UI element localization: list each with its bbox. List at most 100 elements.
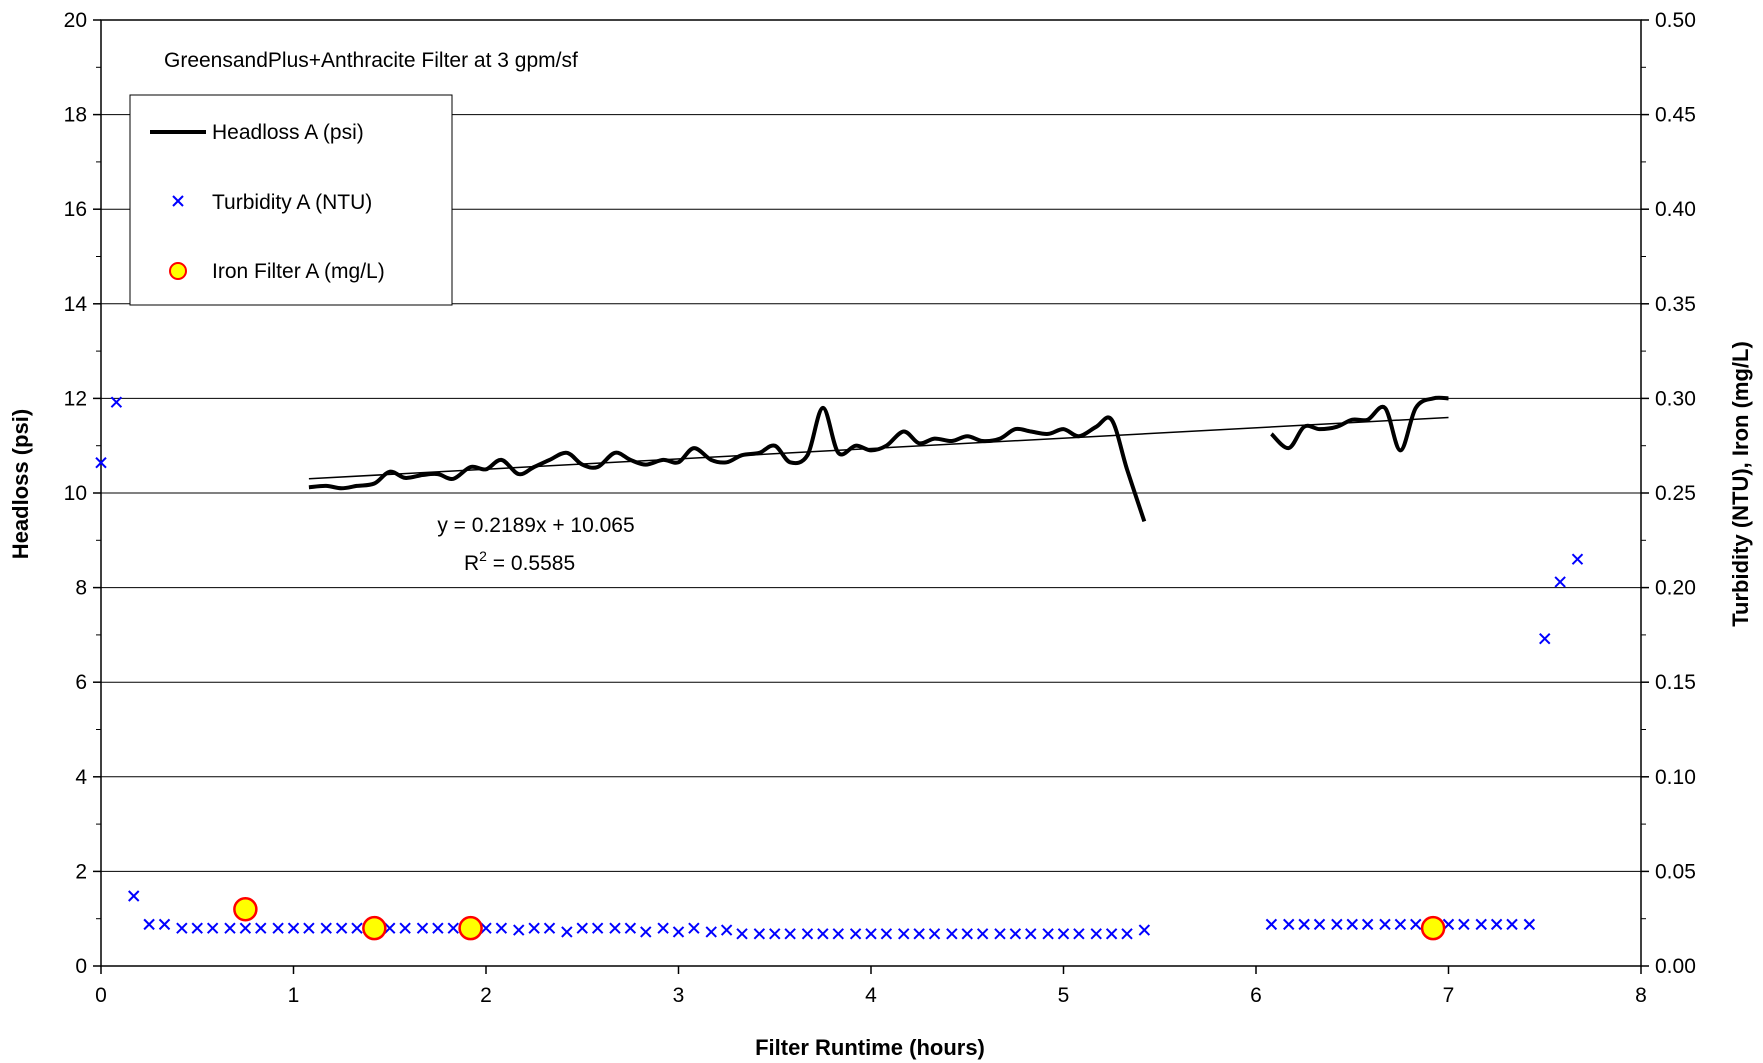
- x-tick-label: 4: [865, 984, 877, 1007]
- turbidity-point: [1539, 632, 1551, 645]
- turbidity-point: [640, 926, 652, 938]
- legend-label-turbidity: Turbidity A (NTU): [212, 191, 372, 214]
- turbidity-point: [110, 396, 123, 408]
- y-tick-label: 18: [64, 104, 87, 127]
- turbidity-point: [287, 922, 300, 934]
- turbidity-point: [1379, 918, 1391, 931]
- y-tick-label: 20: [64, 9, 87, 32]
- turbidity-point: [1009, 928, 1022, 940]
- turbidity-point: [128, 890, 140, 902]
- turbidity-point: [609, 922, 621, 934]
- x-tick-label: 6: [1250, 984, 1262, 1007]
- x-tick-label: 0: [95, 984, 107, 1007]
- turbidity-point: [432, 922, 444, 934]
- turbidity-point: [335, 922, 348, 934]
- y2-tick-label: 0.35: [1655, 293, 1696, 316]
- y-tick-label: 12: [64, 387, 87, 410]
- turbidity-point: [513, 924, 525, 936]
- axes: 024681012141618200.000.050.100.150.200.2…: [64, 9, 1696, 1007]
- turbidity-point: [624, 922, 637, 934]
- turbidity-point: [849, 928, 862, 940]
- y2-tick-label: 0.50: [1655, 9, 1696, 32]
- turbidity-point: [753, 928, 766, 940]
- turbidity-point: [1283, 918, 1295, 931]
- r2-value: = 0.5585: [487, 552, 575, 575]
- y-tick-label: 8: [75, 577, 87, 600]
- turbidity-point: [1554, 576, 1566, 588]
- y-axis-label: Headloss (psi): [8, 409, 33, 559]
- turbidity-point: [1490, 918, 1503, 931]
- turbidity-point: [1090, 928, 1102, 940]
- turbidity-point: [176, 922, 188, 934]
- turbidity-point: [784, 928, 796, 940]
- turbidity-point: [801, 928, 814, 940]
- turbidity-point: [1298, 918, 1310, 931]
- turbidity-point: [880, 928, 893, 940]
- turbidity-point: [720, 924, 733, 936]
- y2-tick-label: 0.15: [1655, 671, 1696, 694]
- turbidity-point: [688, 922, 700, 934]
- turbidity-point: [1410, 918, 1422, 931]
- y-tick-label: 6: [75, 671, 87, 694]
- y2-tick-label: 0.25: [1655, 482, 1696, 505]
- iron-point: [458, 915, 483, 941]
- legend-x-swatch: [172, 195, 184, 207]
- turbidity-point: [1057, 928, 1070, 940]
- turbidity-point: [1346, 918, 1358, 931]
- turbidity-point: [1138, 924, 1151, 936]
- turbidity-point: [976, 928, 989, 940]
- r2-superscript: 2: [479, 548, 487, 564]
- turbidity-point: [1523, 918, 1536, 931]
- turbidity-point: [1571, 553, 1584, 565]
- chart-title: GreensandPlus+Anthracite Filter at 3 gpm…: [164, 49, 578, 72]
- turbidity-point: [255, 922, 267, 934]
- turbidity-point: [1042, 928, 1054, 940]
- headloss-line: [1270, 395, 1449, 453]
- turbidity-point: [817, 928, 829, 940]
- turbidity-point: [1458, 918, 1470, 931]
- legend: Headloss A (psi) Turbidity A (NTU) Iron …: [129, 94, 453, 306]
- x-tick-label: 8: [1635, 984, 1647, 1007]
- turbidity-point: [272, 922, 284, 934]
- turbidity-point: [672, 926, 685, 938]
- turbidity-point: [399, 922, 411, 934]
- turbidity-point: [1331, 918, 1343, 931]
- turbidity-point: [1025, 928, 1037, 940]
- y2-tick-label: 0.30: [1655, 387, 1696, 410]
- y-tick-label: 2: [75, 860, 87, 883]
- turbidity-point: [928, 928, 941, 940]
- x-tick-label: 7: [1443, 984, 1455, 1007]
- turbidity-point: [143, 918, 155, 931]
- turbidity-point: [528, 922, 540, 934]
- y2-tick-label: 0.40: [1655, 198, 1696, 221]
- turbidity-point: [191, 922, 203, 934]
- legend-label-iron: Iron Filter A (mg/L): [212, 260, 385, 283]
- turbidity-point: [384, 922, 396, 934]
- y-tick-label: 10: [64, 482, 87, 505]
- y2-tick-label: 0.45: [1655, 104, 1696, 127]
- turbidity-point: [1265, 918, 1278, 931]
- turbidity-point: [224, 922, 236, 934]
- turbidity-point: [736, 928, 748, 940]
- turbidity-point: [480, 922, 492, 934]
- turbidity-point: [769, 928, 781, 940]
- y-tick-label: 16: [64, 198, 87, 221]
- y-tick-label: 4: [75, 766, 87, 789]
- turbidity-point: [543, 922, 556, 934]
- turbidity-point: [303, 922, 315, 934]
- turbidity-point: [1475, 918, 1487, 931]
- turbidity-point: [1073, 928, 1085, 940]
- iron-point: [233, 896, 258, 922]
- y2-tick-label: 0.20: [1655, 577, 1696, 600]
- turbidity-point: [898, 928, 910, 940]
- x-tick-label: 3: [673, 984, 685, 1007]
- trendline-r2: R2 = 0.5585: [464, 548, 575, 575]
- turbidity-point: [576, 922, 588, 934]
- turbidity-point: [865, 928, 877, 940]
- turbidity-point: [705, 926, 717, 938]
- turbidity-point: [946, 928, 958, 940]
- x-tick-label: 2: [480, 984, 492, 1007]
- y-tick-label: 0: [75, 955, 87, 978]
- series-group: [95, 395, 1584, 941]
- turbidity-point: [158, 918, 171, 931]
